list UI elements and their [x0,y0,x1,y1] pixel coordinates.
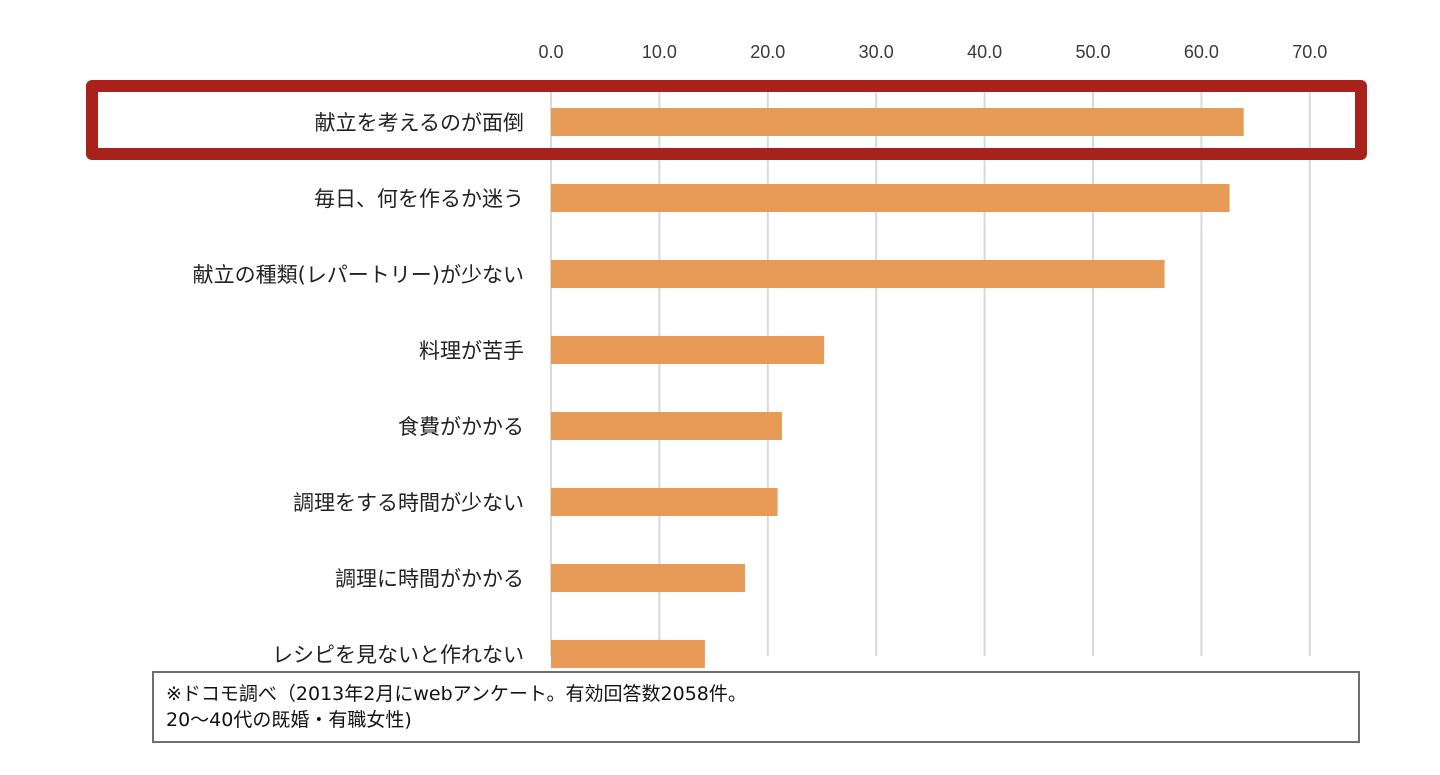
x-axis-tick-labels: 0.0 10.0 20.0 30.0 40.0 50.0 60.0 70.0 [538,42,1327,62]
x-tick-label: 0.0 [538,42,563,62]
category-label: 献立の種類(レパートリー)が少ない [193,263,524,287]
x-tick-label: 10.0 [642,42,677,62]
x-tick-label: 50.0 [1075,42,1110,62]
source-note-line-2: 20〜40代の既婚・有職女性) [166,709,412,731]
x-tick-label: 30.0 [859,42,894,62]
bar [551,488,778,516]
bar [551,640,705,668]
x-tick-label: 60.0 [1184,42,1219,62]
category-label: 調理をする時間が少ない [293,491,524,515]
source-note-line-1: ※ドコモ調べ（2013年2月にwebアンケート。有効回答数2058件。 [166,683,747,705]
category-labels: 献立を考えるのが面倒毎日、何を作るか迷う献立の種類(レパートリー)が少ない料理が… [193,111,524,667]
x-tick-label: 70.0 [1292,42,1327,62]
category-label: 食費がかかる [398,415,524,439]
bar [551,564,746,592]
x-tick-label: 40.0 [967,42,1002,62]
bar [551,184,1230,212]
bar [551,260,1165,288]
category-label: 献立を考えるのが面倒 [315,111,524,135]
bar [551,412,782,440]
bar [551,336,825,364]
category-label: レシピを見ないと作れない [272,643,524,667]
highlight-box [86,80,1367,160]
bar [551,108,1244,136]
x-tick-label: 20.0 [750,42,785,62]
category-label: 料理が苦手 [419,339,524,363]
category-label: 調理に時間がかかる [335,567,524,591]
category-label: 毎日、何を作るか迷う [314,187,524,211]
gridlines [550,82,1311,656]
source-note: ※ドコモ調べ（2013年2月にwebアンケート。有効回答数2058件。 20〜4… [152,671,1360,743]
bars [551,108,1244,668]
